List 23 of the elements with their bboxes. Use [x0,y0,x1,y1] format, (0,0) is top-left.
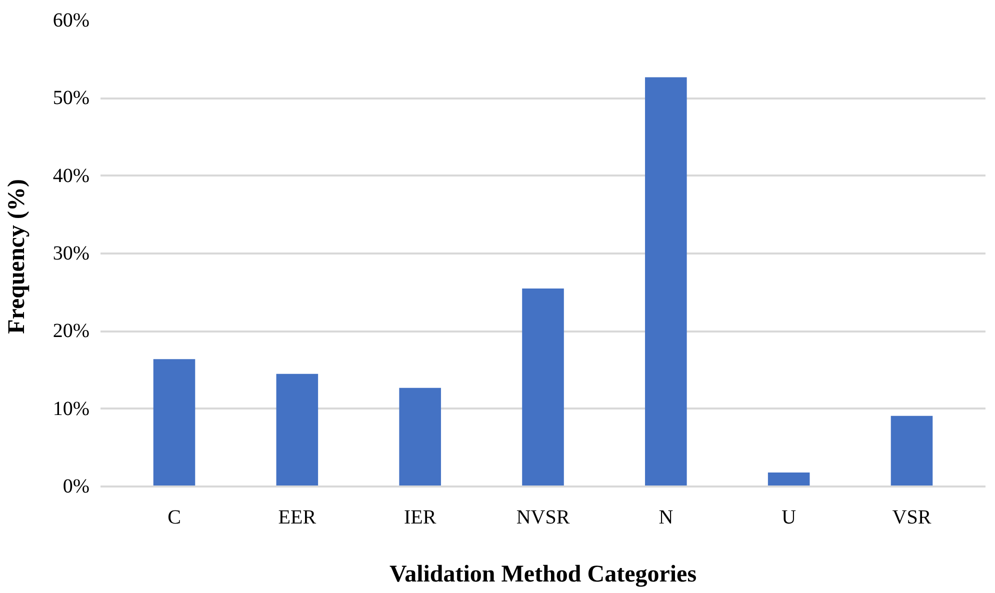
y-tick-label: 40% [52,164,90,187]
y-tick-label: 50% [52,87,90,110]
y-tick-label: 10% [52,398,90,420]
x-tick-label: U [782,506,797,528]
bar [890,416,933,486]
x-tick-label: VSR [892,506,932,528]
y-tick-label: 60% [52,10,90,32]
x-axis-title: Validation Method Categories [389,562,697,588]
bar [645,77,687,486]
bar [399,388,441,486]
x-tick-label: IER [404,506,437,528]
y-tick-label: 30% [52,242,90,264]
x-tick-label: C [168,506,181,528]
x-tick-label: NVSR [516,506,570,528]
bar [522,288,564,486]
bar [276,374,318,486]
x-tick-label: N [658,506,674,528]
bar [768,472,810,486]
y-axis-title: Frequency (%) [4,179,30,334]
bar [153,359,196,486]
y-tick-label: 0% [62,476,90,498]
x-tick-label: EER [278,506,317,528]
y-tick-label: 20% [52,320,90,342]
